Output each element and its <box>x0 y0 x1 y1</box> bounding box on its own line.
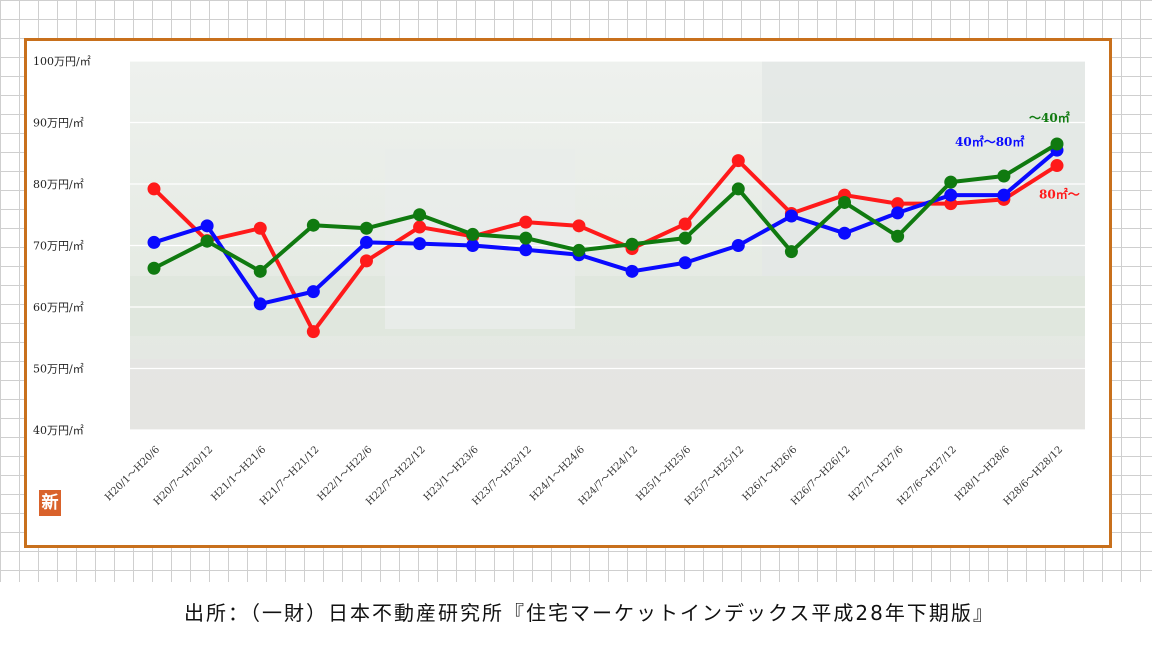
series-group <box>147 137 1064 278</box>
data-point <box>731 182 745 196</box>
data-point <box>147 261 161 275</box>
x-tick-label: H27/1〜H27/6 <box>847 444 906 503</box>
x-tick-label: H28/1〜H28/6 <box>953 444 1012 503</box>
data-point <box>306 325 320 339</box>
x-tick-label: H26/1〜H26/6 <box>741 444 800 503</box>
logo-badge: 新 <box>39 490 61 516</box>
y-tick-label: 90万円/㎡ <box>33 117 84 130</box>
data-point <box>519 231 533 245</box>
data-point <box>678 256 692 270</box>
data-point <box>731 239 745 252</box>
x-tick-label: H24/7〜H24/12 <box>577 444 640 507</box>
data-point <box>466 227 480 241</box>
data-point <box>784 209 798 223</box>
y-tick-label: 70万円/㎡ <box>33 240 84 253</box>
data-point <box>891 229 905 243</box>
data-point <box>1050 137 1064 151</box>
data-point <box>997 169 1011 183</box>
data-point <box>200 234 214 248</box>
x-tick-label: H27/6〜H27/12 <box>895 444 958 507</box>
data-point <box>519 215 533 229</box>
data-point <box>731 154 745 168</box>
data-point <box>997 188 1011 202</box>
series-label: 40㎡〜80㎡ <box>955 134 1024 149</box>
x-tick-label: H21/1〜H21/6 <box>209 444 268 503</box>
x-tick-label: H26/7〜H26/12 <box>789 444 852 507</box>
y-tick-label: 40万円/㎡ <box>33 424 84 437</box>
data-point <box>413 237 427 251</box>
data-point <box>1050 159 1064 173</box>
data-point <box>413 220 427 234</box>
series-layer <box>147 137 1064 339</box>
x-tick-label: H20/7〜H20/12 <box>152 444 215 507</box>
x-tick-label: H28/6〜H28/12 <box>1002 444 1065 507</box>
data-point <box>519 243 533 257</box>
data-point <box>838 195 852 209</box>
y-tick-label: 80万円/㎡ <box>33 178 84 191</box>
source-note: 出所：（一財）日本不動産研究所『住宅マーケットインデックス平成28年下期版』 <box>184 601 995 625</box>
series-label: 80㎡〜 <box>1039 187 1080 202</box>
data-point <box>413 208 427 222</box>
y-tick-label: 100万円/㎡ <box>33 55 91 68</box>
series-line <box>153 148 1059 306</box>
x-tick-label: H22/7〜H22/12 <box>364 444 427 507</box>
data-point <box>891 206 905 220</box>
series-line <box>153 142 1059 274</box>
data-point <box>944 188 958 202</box>
data-point <box>466 239 480 252</box>
x-tick-label: H25/1〜H25/6 <box>634 444 693 503</box>
x-axis-ticks: H20/1〜H20/6H20/7〜H20/12H21/1〜H21/6H21/7〜… <box>103 444 1065 507</box>
x-tick-label: H22/1〜H22/6 <box>316 444 375 503</box>
data-point <box>359 221 373 235</box>
line-chart: 100万円/㎡ 90万円/㎡ 80万円/㎡ 70万円/㎡ 60万円/㎡ 50万円/㎡ 40万… <box>33 55 1085 508</box>
chart-frame: 100万円/㎡ 90万円/㎡ 80万円/㎡ 70万円/㎡ 60万円/㎡ 50万円/㎡ 40万… <box>24 38 1112 548</box>
data-point <box>572 243 586 257</box>
y-axis-ticks: 100万円/㎡ 90万円/㎡ 80万円/㎡ 70万円/㎡ 60万円/㎡ 50万円/㎡ 40万… <box>33 55 91 437</box>
data-point <box>306 285 320 299</box>
x-tick-label: H20/1〜H20/6 <box>103 444 162 503</box>
data-point <box>253 297 267 311</box>
series-label: 〜40㎡ <box>1029 110 1070 125</box>
data-point <box>572 219 586 233</box>
data-point <box>784 245 798 259</box>
data-point <box>625 264 639 278</box>
source-band <box>0 582 1152 648</box>
x-tick-label: H23/7〜H23/12 <box>471 444 534 507</box>
data-point <box>147 182 161 196</box>
data-point <box>678 217 692 231</box>
data-point <box>359 254 373 268</box>
x-tick-label: H24/1〜H24/6 <box>528 444 587 503</box>
x-tick-label: H25/7〜H25/12 <box>683 444 746 507</box>
y-tick-label: 60万円/㎡ <box>33 301 84 314</box>
data-point <box>306 218 320 232</box>
x-tick-label: H21/7〜H21/12 <box>258 444 321 507</box>
x-tick-label: H23/1〜H23/6 <box>422 444 481 503</box>
data-point <box>200 219 214 233</box>
data-point <box>253 264 267 278</box>
data-point <box>359 235 373 249</box>
series-labels: 40㎡〜80㎡ 80㎡〜 〜40㎡ <box>955 110 1080 202</box>
series-line <box>152 158 1059 334</box>
data-point <box>678 231 692 245</box>
y-tick-label: 50万円/㎡ <box>33 363 84 376</box>
data-point <box>625 237 639 251</box>
data-point <box>944 175 958 189</box>
data-point <box>891 197 905 211</box>
data-point <box>147 235 161 249</box>
data-point <box>838 226 852 240</box>
data-point <box>253 221 267 235</box>
